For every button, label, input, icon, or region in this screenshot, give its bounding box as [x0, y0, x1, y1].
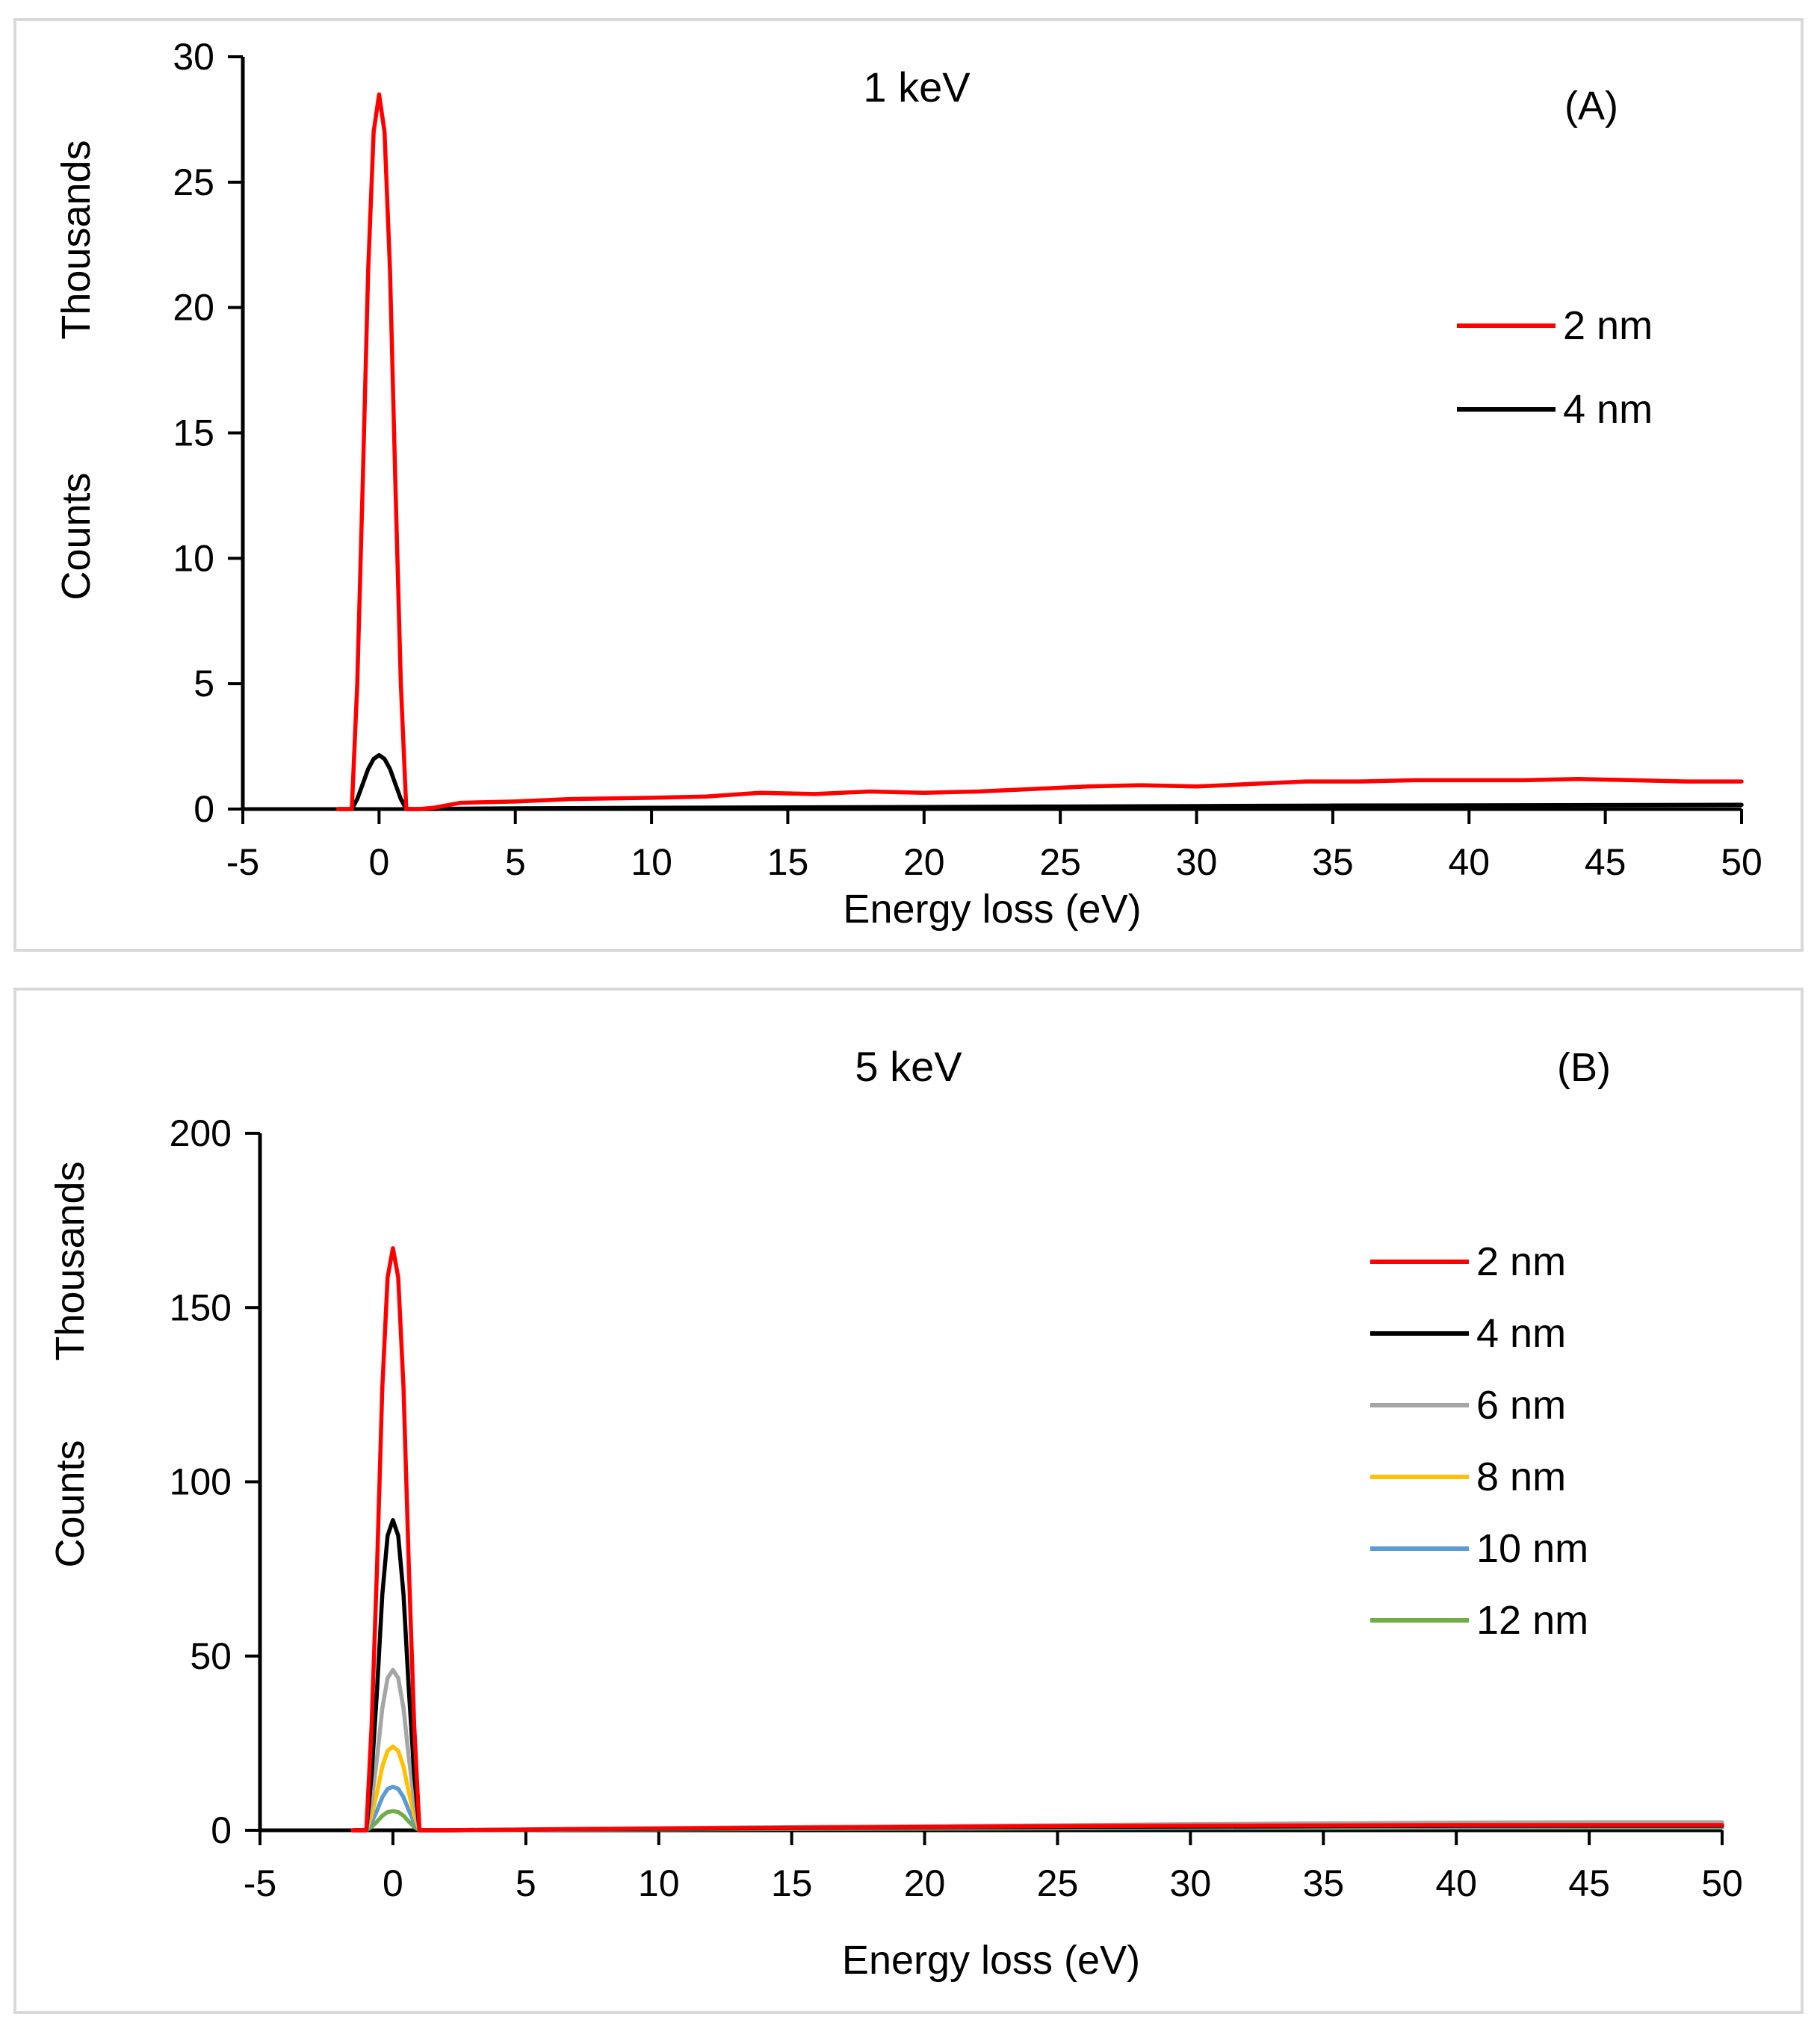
chartb-y-tick-label: 100 — [170, 1461, 232, 1503]
charta-x-tick-label: 15 — [767, 841, 809, 883]
chartb-x-tick-label: 30 — [1170, 1862, 1212, 1904]
chartb-legend-label: 6 nm — [1476, 1383, 1566, 1428]
charta-x-tick-label: -5 — [226, 841, 259, 883]
chartb-series-line-8nm — [350, 1744, 1724, 1833]
charta-x-tick-label: 50 — [1721, 841, 1762, 883]
charta-x-tick-label: 45 — [1585, 841, 1626, 883]
chartb-y-tick-label: 200 — [170, 1112, 232, 1154]
charta-y-tick-label: 0 — [194, 788, 214, 830]
charta-x-tick-label: 25 — [1039, 841, 1081, 883]
chartb-x-tick-label: 50 — [1701, 1862, 1743, 1904]
charta-title: 1 keV — [863, 63, 971, 111]
charta-y-axis-label: Counts — [54, 472, 99, 600]
charta-x-tick-label: 0 — [368, 841, 389, 883]
charta-x-tick-label: 35 — [1312, 841, 1354, 883]
chartb-x-tick-label: 25 — [1037, 1862, 1079, 1904]
chartb-x-tick-label: -5 — [244, 1862, 276, 1904]
chartb-x-axis-label: Energy loss (eV) — [842, 1938, 1140, 1983]
chartb-y-tick-label: 150 — [170, 1286, 232, 1328]
chartb-y-tick-label: 0 — [211, 1809, 232, 1851]
chartb-y-axis-units: Thousands — [48, 1161, 93, 1360]
chartb-x-tick-label: 5 — [516, 1862, 536, 1904]
chartb-x-tick-label: 45 — [1568, 1862, 1610, 1904]
chartb-series-line-2nm — [350, 1246, 1724, 1833]
chartb-y-tick-label: 50 — [190, 1635, 232, 1677]
charta-x-tick-label: 30 — [1176, 841, 1218, 883]
chartb-x-tick-label: 40 — [1435, 1862, 1477, 1904]
charta-legend-label: 2 nm — [1563, 303, 1653, 348]
charta-legend-label: 4 nm — [1563, 387, 1653, 432]
charta-y-tick-label: 20 — [173, 287, 214, 329]
charta-y-axis-units: Thousands — [54, 140, 99, 339]
chartb-legend-label: 8 nm — [1476, 1455, 1566, 1499]
chartb-y-axis-label: Counts — [48, 1440, 93, 1567]
charta-x-tick-label: 10 — [631, 841, 672, 883]
charta-series-line-2nm — [335, 92, 1744, 811]
charta-y-tick-label: 10 — [173, 537, 214, 579]
chartb-x-tick-label: 20 — [904, 1862, 946, 1904]
chartb-series-line-6nm — [350, 1667, 1724, 1833]
chartb-legend-label: 10 nm — [1476, 1526, 1588, 1571]
charta-panel-label: (A) — [1564, 84, 1618, 128]
chartb-legend-label: 4 nm — [1476, 1311, 1566, 1356]
chartb-x-tick-label: 35 — [1302, 1862, 1344, 1904]
charta-y-tick-label: 30 — [173, 36, 214, 78]
chartb-x-tick-label: 0 — [383, 1862, 403, 1904]
chart-a-svg: 0 5 10 15 20 25 30 -5 0 5 10 15 20 25 30 35 40 45 50 Energy… — [54, 36, 1762, 932]
chart-panel-a: 0 5 10 15 20 25 30 -5 0 5 10 15 20 25 30 35 40 45 50 Energy… — [13, 18, 1804, 952]
charta-y-tick-label: 5 — [194, 663, 214, 704]
chartb-x-tick-label: 15 — [771, 1862, 813, 1904]
chartb-title: 5 keV — [855, 1043, 962, 1090]
charta-x-tick-label: 20 — [903, 841, 945, 883]
chartb-panel-label: (B) — [1557, 1045, 1611, 1090]
charta-x-tick-label: 40 — [1448, 841, 1490, 883]
charta-x-axis-label: Energy loss (eV) — [843, 887, 1141, 932]
charta-y-tick-label: 15 — [173, 412, 214, 454]
chartb-x-tick-label: 10 — [638, 1862, 680, 1904]
chart-b-svg: 0 50 100 150 200 -5 0 5 10 15 20 25 30 35 40 45 50 Energy… — [48, 1043, 1743, 1983]
chartb-legend-label: 2 nm — [1476, 1239, 1566, 1284]
chart-panel-b: 0 50 100 150 200 -5 0 5 10 15 20 25 30 35 40 45 50 Energy… — [13, 988, 1804, 2014]
charta-y-tick-label: 25 — [173, 161, 214, 203]
charta-x-tick-label: 5 — [505, 841, 526, 883]
chartb-legend-label: 12 nm — [1476, 1598, 1588, 1643]
